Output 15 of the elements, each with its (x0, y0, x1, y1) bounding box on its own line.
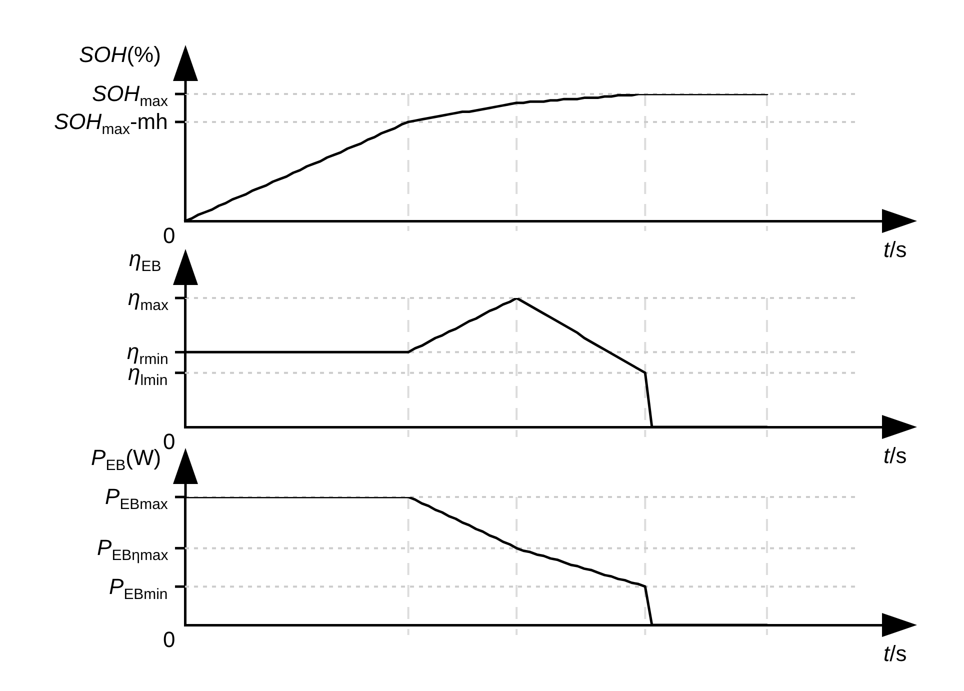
ref-line-label: P$_{EBmax}$ (105, 484, 168, 514)
y-axis-title: SOH(%) (79, 42, 161, 67)
ref-line-label: P$_{EBmin}$ (109, 574, 168, 603)
x-axis-title: t/s (884, 237, 907, 262)
ref-line-label: SOH$_{max}$-mh (54, 108, 168, 138)
text: 0 (163, 627, 176, 652)
text: 0 (163, 223, 176, 248)
y-axis-title: η$_{EB}$ (129, 246, 162, 276)
y-axis-title: P$_{EB}$(W) (91, 445, 162, 474)
ref-line-label: P$_{EBηmax}$ (97, 535, 168, 564)
x-axis-title: t/s (884, 641, 907, 666)
ref-line-label: SOH$_{max}$ (92, 81, 168, 110)
text: 0 (163, 429, 176, 454)
ref-line-label: η$_{max}$ (128, 285, 168, 314)
x-axis-title: t/s (884, 443, 907, 468)
